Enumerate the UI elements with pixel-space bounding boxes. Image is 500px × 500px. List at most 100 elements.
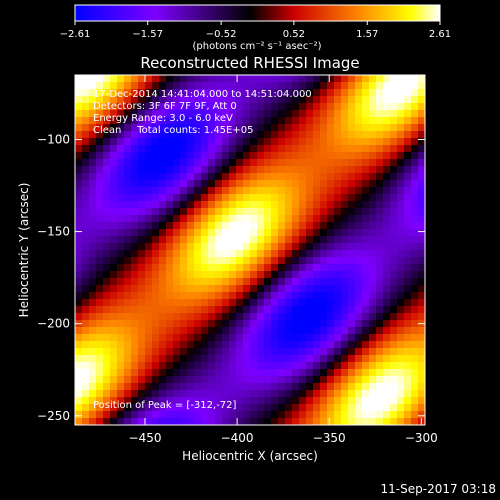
heatmap-cell — [397, 292, 405, 300]
heatmap-cell — [229, 152, 237, 160]
heatmap-cell — [355, 341, 363, 349]
heatmap-cell — [222, 138, 230, 146]
heatmap-cell — [418, 285, 425, 293]
heatmap-cell — [306, 369, 314, 377]
heatmap-cell — [82, 369, 90, 377]
heatmap-cell — [236, 320, 244, 328]
heatmap-cell — [75, 355, 83, 363]
heatmap-cell — [243, 187, 251, 195]
heatmap-cell — [124, 383, 132, 391]
heatmap-cell — [292, 250, 300, 258]
heatmap-cell — [89, 173, 97, 181]
heatmap-cell — [404, 194, 412, 202]
heatmap-cell — [278, 117, 286, 125]
heatmap-cell — [180, 138, 188, 146]
heatmap-cell — [194, 117, 202, 125]
heatmap-cell — [341, 362, 349, 370]
heatmap-cell — [138, 131, 146, 139]
heatmap-cell — [96, 75, 104, 83]
heatmap-cell — [271, 341, 279, 349]
heatmap-cell — [327, 138, 335, 146]
heatmap-cell — [390, 187, 398, 195]
heatmap-cell — [257, 131, 265, 139]
heatmap-cell — [152, 117, 160, 125]
heatmap-cell — [348, 145, 356, 153]
heatmap-cell — [369, 334, 377, 342]
heatmap-cell — [264, 285, 272, 293]
heatmap-cell — [215, 257, 223, 265]
heatmap-cell — [306, 82, 314, 90]
heatmap-cell — [390, 166, 398, 174]
heatmap-cell — [355, 306, 363, 314]
heatmap-cell — [257, 397, 265, 405]
heatmap-cell — [173, 229, 181, 237]
heatmap-cell — [376, 110, 384, 118]
heatmap-cell — [208, 145, 216, 153]
heatmap-cell — [243, 89, 251, 97]
heatmap-cell — [313, 397, 321, 405]
heatmap-cell — [404, 103, 412, 111]
heatmap-cell — [271, 124, 279, 132]
heatmap-cell — [327, 166, 335, 174]
heatmap-cell — [117, 369, 125, 377]
heatmap-cell — [271, 215, 279, 223]
heatmap-cell — [124, 173, 132, 181]
heatmap-cell — [82, 180, 90, 188]
heatmap-cell — [173, 257, 181, 265]
heatmap-cell — [173, 397, 181, 405]
heatmap-cell — [292, 362, 300, 370]
heatmap-cell — [271, 369, 279, 377]
heatmap-cell — [187, 173, 195, 181]
heatmap-cell — [159, 222, 167, 230]
heatmap-cell — [215, 334, 223, 342]
heatmap-cell — [82, 397, 90, 405]
heatmap-cell — [124, 285, 132, 293]
heatmap-cell — [257, 334, 265, 342]
heatmap-cell — [390, 194, 398, 202]
heatmap-cell — [89, 124, 97, 132]
heatmap-cell — [383, 208, 391, 216]
heatmap-cell — [250, 75, 258, 83]
heatmap-cell — [411, 208, 419, 216]
heatmap-cell — [250, 327, 258, 335]
heatmap-cell — [166, 138, 174, 146]
heatmap-cell — [124, 362, 132, 370]
heatmap-cell — [166, 341, 174, 349]
heatmap-cell — [117, 341, 125, 349]
heatmap-cell — [348, 229, 356, 237]
heatmap-cell — [159, 110, 167, 118]
heatmap-cell — [229, 397, 237, 405]
heatmap-cell — [320, 390, 328, 398]
heatmap-cell — [362, 278, 370, 286]
heatmap-cell — [110, 152, 118, 160]
heatmap-cell — [418, 208, 425, 216]
heatmap-cell — [208, 89, 216, 97]
heatmap-cell — [334, 131, 342, 139]
heatmap-cell — [194, 124, 202, 132]
heatmap-cell — [117, 278, 125, 286]
heatmap-cell — [376, 418, 384, 425]
heatmap-cell — [306, 418, 314, 425]
heatmap-cell — [222, 250, 230, 258]
heatmap-cell — [180, 103, 188, 111]
heatmap-cell — [159, 292, 167, 300]
heatmap-cell — [334, 110, 342, 118]
heatmap-cell — [145, 390, 153, 398]
heatmap-cell — [222, 187, 230, 195]
heatmap-cell — [229, 201, 237, 209]
heatmap-cell — [117, 222, 125, 230]
colorbar-unit-label: (photons cm⁻² s⁻¹ asec⁻²) — [192, 41, 321, 52]
heatmap-cell — [152, 229, 160, 237]
heatmap-cell — [222, 271, 230, 279]
heatmap-cell — [334, 327, 342, 335]
heatmap-cell — [243, 236, 251, 244]
heatmap-cell — [82, 327, 90, 335]
heatmap-cell — [110, 201, 118, 209]
heatmap-cell — [103, 194, 111, 202]
heatmap-cell — [348, 292, 356, 300]
heatmap-cell — [222, 264, 230, 272]
colorbar: −2.61 −1.57 −0.52 0.52 1.57 2.61 (photons cm⁻… — [60, 4, 451, 52]
heatmap-cell — [250, 404, 258, 412]
heatmap-cell — [89, 292, 97, 300]
heatmap-cell — [411, 96, 419, 104]
